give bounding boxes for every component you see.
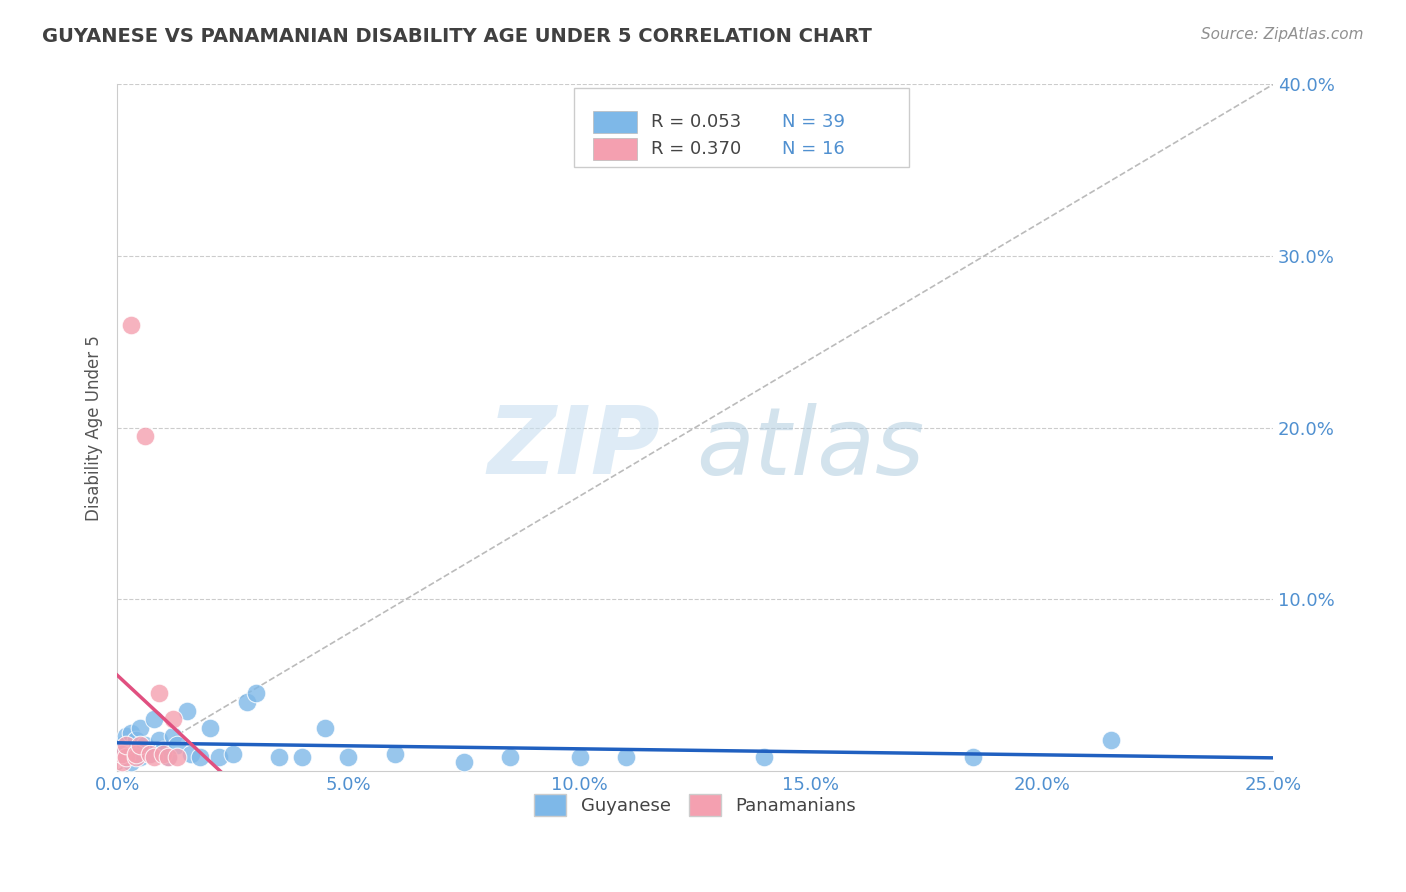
Point	[152, 743, 174, 757]
Point	[267, 750, 290, 764]
Point	[111, 738, 134, 752]
Point	[125, 747, 148, 761]
Point	[453, 755, 475, 769]
Point	[129, 738, 152, 752]
Point	[176, 704, 198, 718]
Text: GUYANESE VS PANAMANIAN DISABILITY AGE UNDER 5 CORRELATION CHART: GUYANESE VS PANAMANIAN DISABILITY AGE UN…	[42, 27, 872, 45]
Point	[129, 721, 152, 735]
Point	[384, 747, 406, 761]
Point	[148, 686, 170, 700]
Y-axis label: Disability Age Under 5: Disability Age Under 5	[86, 334, 103, 521]
Point	[190, 750, 212, 764]
Point	[222, 747, 245, 761]
Bar	[593, 138, 637, 160]
Point	[157, 750, 180, 764]
Text: N = 39: N = 39	[782, 113, 845, 131]
Point	[143, 750, 166, 764]
Point	[314, 721, 336, 735]
Text: R = 0.053: R = 0.053	[651, 113, 741, 131]
Point	[125, 750, 148, 764]
Point	[115, 730, 138, 744]
Point	[614, 750, 637, 764]
Point	[111, 755, 134, 769]
Point	[120, 726, 142, 740]
Point	[180, 747, 202, 761]
Point	[754, 750, 776, 764]
Point	[120, 747, 142, 761]
Legend: Guyanese, Panamanians: Guyanese, Panamanians	[526, 787, 863, 823]
Point	[568, 750, 591, 764]
Point	[134, 738, 156, 752]
Point	[143, 712, 166, 726]
Point	[166, 738, 188, 752]
Text: atlas: atlas	[696, 402, 925, 493]
Point	[157, 750, 180, 764]
Text: R = 0.370: R = 0.370	[651, 140, 741, 158]
Point	[162, 730, 184, 744]
Point	[129, 750, 152, 764]
Point	[111, 747, 134, 761]
Point	[115, 738, 138, 752]
Point	[245, 686, 267, 700]
Point	[291, 750, 314, 764]
Point	[337, 750, 360, 764]
FancyBboxPatch shape	[574, 88, 908, 167]
Point	[115, 750, 138, 764]
Point	[138, 747, 160, 761]
Point	[125, 732, 148, 747]
Point	[115, 750, 138, 764]
Point	[166, 750, 188, 764]
Point	[152, 747, 174, 761]
Bar	[593, 111, 637, 133]
Point	[499, 750, 522, 764]
Point	[120, 755, 142, 769]
Point	[962, 750, 984, 764]
Point	[162, 712, 184, 726]
Point	[208, 750, 231, 764]
Point	[148, 732, 170, 747]
Point	[120, 318, 142, 332]
Text: Source: ZipAtlas.com: Source: ZipAtlas.com	[1201, 27, 1364, 42]
Point	[1099, 732, 1122, 747]
Text: ZIP: ZIP	[488, 402, 661, 494]
Point	[235, 695, 257, 709]
Point	[198, 721, 221, 735]
Point	[134, 429, 156, 443]
Point	[111, 747, 134, 761]
Point	[125, 743, 148, 757]
Point	[138, 747, 160, 761]
Text: N = 16: N = 16	[782, 140, 845, 158]
